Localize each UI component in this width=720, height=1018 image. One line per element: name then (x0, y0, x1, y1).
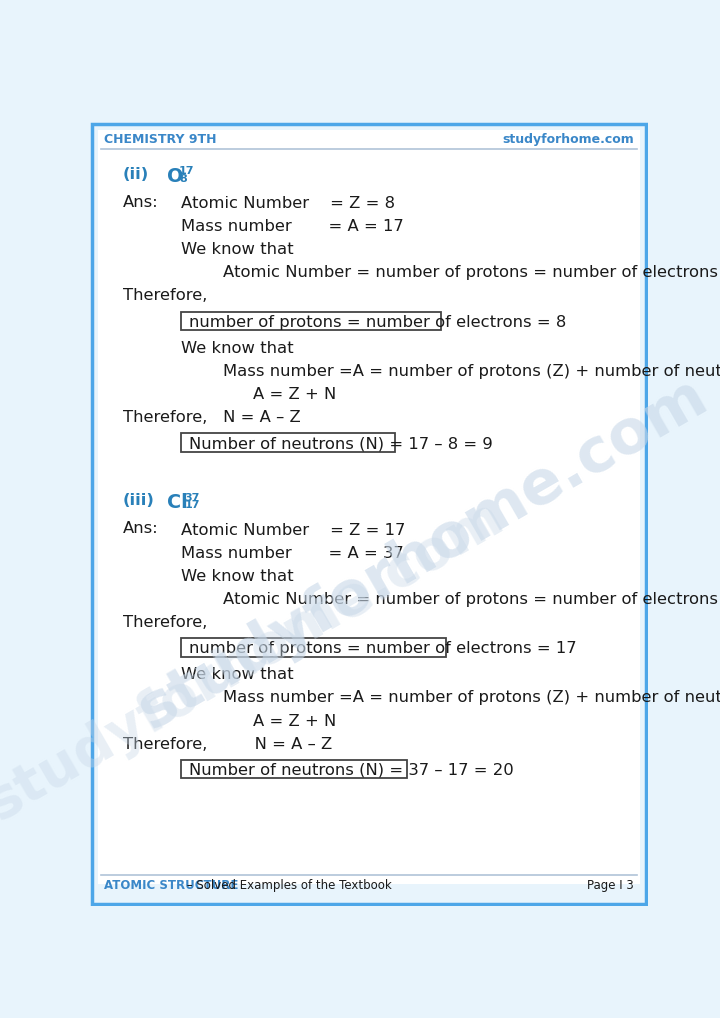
Text: A = Z + N: A = Z + N (253, 387, 336, 402)
Text: Ans:: Ans: (122, 194, 158, 210)
Text: A = Z + N: A = Z + N (253, 714, 336, 729)
Text: 17: 17 (184, 500, 200, 510)
Text: studyforhome.com: studyforhome.com (503, 132, 634, 146)
Text: Atomic Number    = Z = 17: Atomic Number = Z = 17 (181, 522, 406, 538)
Text: Number of neutrons (N) = 17 – 8 = 9: Number of neutrons (N) = 17 – 8 = 9 (189, 437, 493, 451)
Text: 8: 8 (179, 174, 187, 184)
Text: Number of neutrons (N) = 37 – 17 = 20: Number of neutrons (N) = 37 – 17 = 20 (189, 762, 514, 778)
Text: 17: 17 (179, 166, 194, 176)
Text: We know that: We know that (181, 569, 294, 583)
Text: Mass number       = A = 17: Mass number = A = 17 (181, 219, 404, 234)
FancyBboxPatch shape (91, 124, 647, 904)
Text: 37: 37 (184, 493, 200, 503)
Text: Mass number =A = number of protons (Z) + number of neutrons (N): Mass number =A = number of protons (Z) +… (223, 690, 720, 705)
Text: studyforhome.com: studyforhome.com (128, 366, 719, 741)
Text: – Solved Examples of the Textbook: – Solved Examples of the Textbook (183, 879, 392, 892)
Text: We know that: We know that (181, 668, 294, 682)
Text: CHEMISTRY 9TH: CHEMISTRY 9TH (104, 132, 217, 146)
Text: Cl: Cl (168, 494, 188, 512)
Text: Page I 3: Page I 3 (588, 879, 634, 892)
Text: Therefore,: Therefore, (122, 288, 207, 303)
Text: number of protons = number of electrons = 17: number of protons = number of electrons … (189, 641, 577, 657)
Text: ATOMIC STRUCTURE: ATOMIC STRUCTURE (104, 879, 238, 892)
Text: (iii): (iii) (122, 494, 154, 508)
Text: Therefore,: Therefore, (122, 615, 207, 630)
Text: (ii): (ii) (122, 167, 149, 182)
Text: We know that: We know that (181, 341, 294, 356)
Text: Therefore,   N = A – Z: Therefore, N = A – Z (122, 410, 300, 426)
Text: Atomic Number    = Z = 8: Atomic Number = Z = 8 (181, 196, 395, 211)
Text: Ans:: Ans: (122, 521, 158, 536)
Text: number of protons = number of electrons = 8: number of protons = number of electrons … (189, 315, 567, 330)
Text: Therefore,         N = A – Z: Therefore, N = A – Z (122, 737, 332, 751)
Text: Atomic Number = number of protons = number of electrons: Atomic Number = number of protons = numb… (223, 591, 719, 607)
Text: Mass number       = A = 37: Mass number = A = 37 (181, 546, 404, 561)
Text: studyforhome.com: studyforhome.com (0, 491, 513, 832)
Text: Mass number =A = number of protons (Z) + number of neutrons (N): Mass number =A = number of protons (Z) +… (223, 364, 720, 379)
Text: Atomic Number = number of protons = number of electrons: Atomic Number = number of protons = numb… (223, 266, 719, 280)
Text: O: O (168, 167, 184, 186)
Text: We know that: We know that (181, 242, 294, 258)
FancyBboxPatch shape (98, 130, 640, 885)
